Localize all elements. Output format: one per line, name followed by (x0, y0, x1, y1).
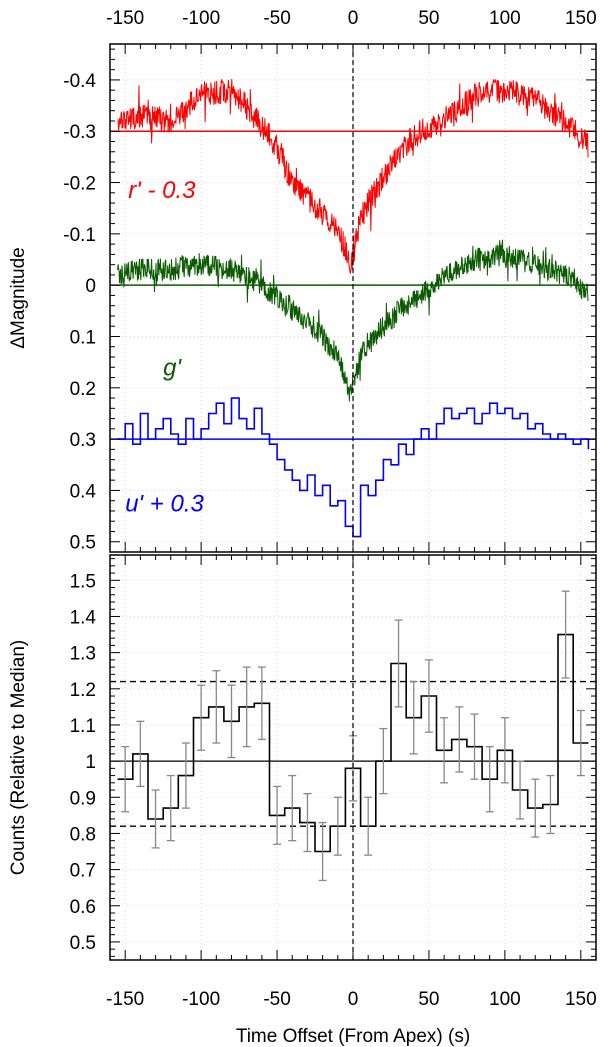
series-annotation: g' (163, 354, 182, 381)
x-tick-label-top: 100 (489, 8, 521, 29)
x-tick-label-top: 50 (418, 8, 439, 29)
x-tick-label-top: -50 (263, 8, 290, 29)
y-tick-label: 0 (85, 276, 96, 297)
y-axis-title: Counts (Relative to Median) (8, 640, 29, 876)
y-tick-label: -0.1 (63, 225, 96, 246)
x-tick-label: -100 (182, 989, 220, 1010)
y-tick-label: 0.3 (70, 430, 96, 451)
x-axis-title: Time Offset (From Apex) (s) (236, 1026, 470, 1047)
y-tick-label: 0.5 (70, 533, 96, 554)
y-tick-label: 0.8 (70, 824, 96, 845)
photometry-panel: -0.4 -0.3 -0.2 -0.1 0 0.1 0.2 0.3 0.4 0.5 -150 -100… (8, 8, 597, 554)
y-tick-label: 0.2 (70, 379, 96, 400)
counts-panel: 0.5 0.6 0.7 0.8 0.9 1 1.1 1.2 1.3 1.4 1.5 -150 -100 -… (8, 554, 597, 1047)
x-tick-label: 150 (565, 989, 597, 1010)
y-tick-label: 0.9 (70, 788, 96, 809)
y-tick-label: 1.2 (70, 680, 96, 701)
x-tick-label-top: 150 (565, 8, 597, 29)
series-annotation: u' + 0.3 (125, 490, 204, 517)
x-tick-label-top: -150 (106, 8, 144, 29)
y-tick-label: -0.4 (63, 71, 96, 92)
y-tick-label: 0.5 (70, 933, 96, 954)
x-tick-label-top: 0 (348, 8, 359, 29)
x-tick-label: 50 (418, 989, 439, 1010)
x-tick-label: -50 (263, 989, 290, 1010)
y-tick-label: 1 (85, 752, 96, 773)
y-tick-label: -0.2 (63, 174, 96, 195)
series-annotation: r' - 0.3 (128, 177, 196, 204)
y-axis-title: ΔMagnitude (8, 247, 29, 348)
y-tick-label: 1.1 (70, 716, 96, 737)
y-tick-label: 0.4 (70, 481, 97, 502)
x-tick-label: 100 (489, 989, 521, 1010)
x-tick-label-top: -100 (182, 8, 220, 29)
y-tick-label: 0.6 (70, 897, 96, 918)
y-tick-label: 1.5 (70, 571, 96, 592)
y-tick-label: 0.7 (70, 861, 96, 882)
y-tick-label: 0.1 (70, 327, 96, 348)
y-tick-label: -0.3 (63, 122, 96, 143)
y-tick-label: 1.4 (70, 607, 97, 628)
x-tick-label: -150 (106, 989, 144, 1010)
x-tick-label: 0 (348, 989, 359, 1010)
y-tick-label: 1.3 (70, 644, 96, 665)
